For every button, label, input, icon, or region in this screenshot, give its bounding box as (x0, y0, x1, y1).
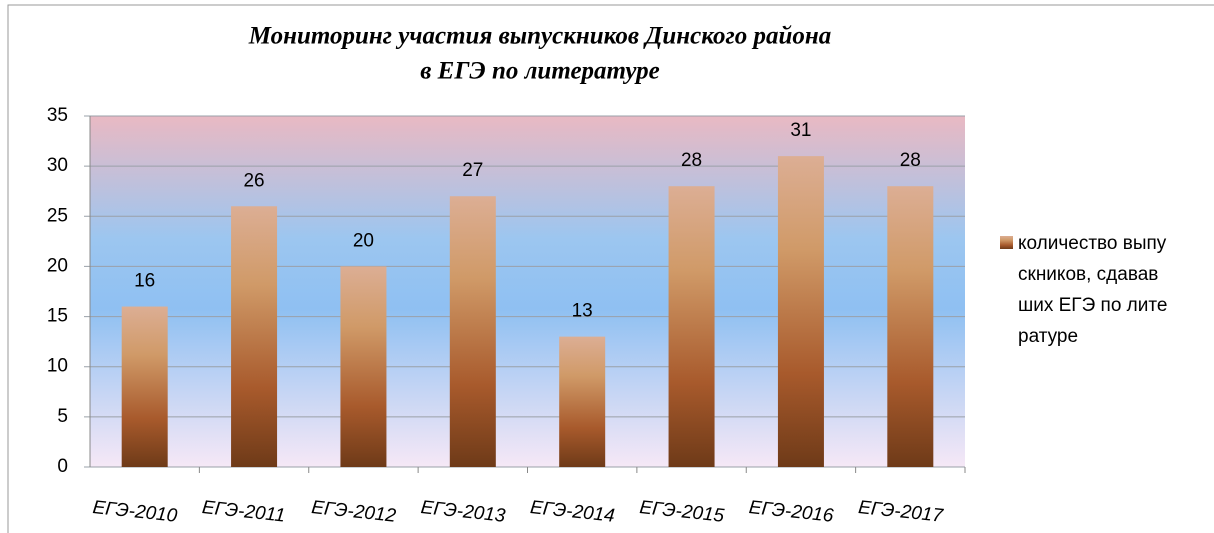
chart-title: в ЕГЭ по литературе (420, 58, 660, 85)
y-tick-label: 20 (47, 255, 68, 276)
plot-area (90, 116, 965, 467)
data-label: 13 (572, 301, 593, 322)
data-label: 26 (243, 170, 264, 191)
x-tick-label: ЕГЭ-2012 (310, 497, 397, 527)
x-tick-label: ЕГЭ-2017 (857, 497, 945, 527)
y-tick-label: 30 (47, 155, 68, 176)
bar (668, 186, 715, 467)
y-tick-label: 25 (47, 205, 68, 226)
bar (231, 206, 278, 467)
x-tick-label: ЕГЭ-2014 (529, 497, 616, 527)
bar (449, 196, 496, 467)
x-tick-label: ЕГЭ-2011 (201, 497, 286, 527)
data-label: 28 (900, 150, 921, 171)
data-label: 27 (462, 160, 483, 181)
y-tick-label: 0 (57, 456, 68, 477)
y-tick-label: 10 (47, 356, 68, 377)
frame (7, 4, 1214, 533)
bar (121, 306, 168, 467)
chart-title: Мониторинг участия выпускников Динского … (248, 23, 831, 50)
bar (340, 266, 387, 467)
legend-label: количество выпускников, сдававших ЕГЭ по… (1018, 233, 1168, 347)
data-label: 28 (681, 150, 702, 171)
x-tick-label: ЕГЭ-2015 (639, 497, 726, 527)
y-tick-label: 5 (57, 406, 68, 427)
y-tick-label: 15 (47, 306, 68, 327)
data-label: 20 (353, 230, 374, 251)
data-label: 16 (134, 271, 155, 292)
bar (777, 156, 824, 467)
legend-swatch (1000, 236, 1013, 249)
data-label: 31 (790, 120, 811, 141)
x-tick-label: ЕГЭ-2010 (92, 497, 179, 527)
x-tick-label: ЕГЭ-2013 (420, 497, 507, 527)
y-tick-label: 35 (47, 105, 68, 126)
bar (887, 186, 934, 467)
bar (559, 336, 606, 467)
x-tick-label: ЕГЭ-2016 (748, 497, 835, 527)
